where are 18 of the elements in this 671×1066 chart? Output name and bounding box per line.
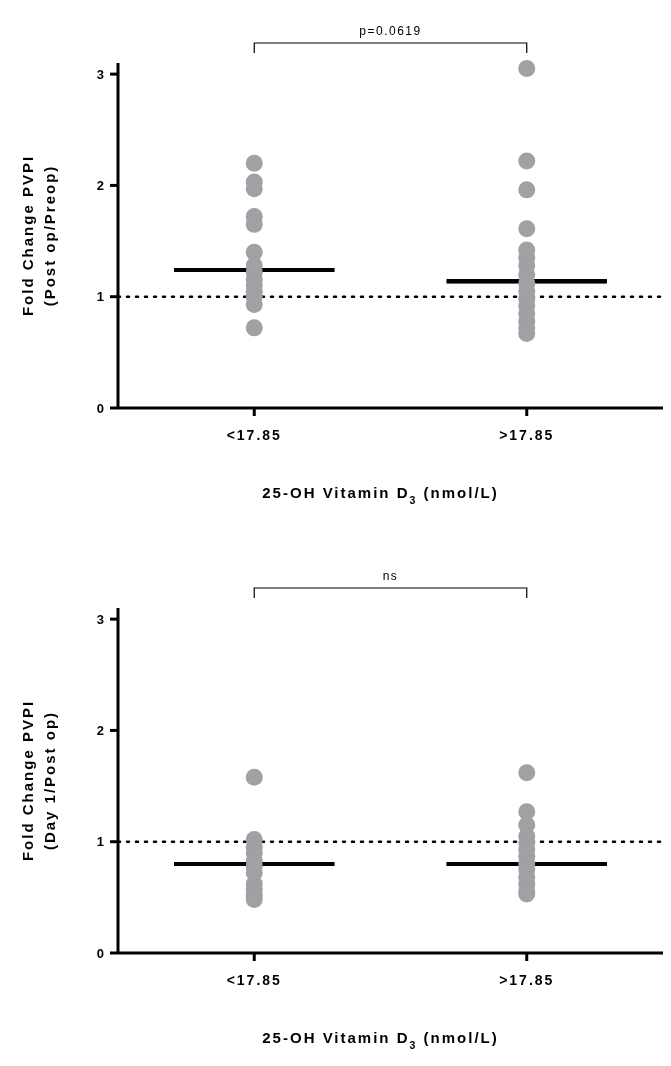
y-tick-label: 0 <box>96 945 104 961</box>
x-tick-label: >17.85 <box>499 972 555 988</box>
x-tick-label: <17.85 <box>226 972 282 988</box>
y-tick-label: 3 <box>96 611 104 627</box>
y-tick-label: 3 <box>96 66 104 82</box>
y-axis-title: Fold Change PVPI (Post op/Preop) <box>19 154 58 317</box>
x-tick-label: >17.85 <box>499 427 555 443</box>
y-tick-label: 2 <box>96 177 104 193</box>
y-tick-label: 0 <box>96 400 104 416</box>
text: ns <box>382 569 399 583</box>
x-axis-title: 25-OH Vitamin D$_{3}$ (nmol/L) <box>262 1029 499 1051</box>
text: p=0.0619 <box>359 24 422 38</box>
y-tick-label: 1 <box>96 834 104 850</box>
x-tick-label: <17.85 <box>226 427 282 443</box>
y-tick-label: 1 <box>96 289 104 305</box>
y-tick-label: 2 <box>96 722 104 738</box>
y-axis-title: Fold Change PVPI (Day 1/Post op) <box>19 699 58 862</box>
x-axis-title: 25-OH Vitamin D$_{3}$ (nmol/L) <box>262 484 499 506</box>
